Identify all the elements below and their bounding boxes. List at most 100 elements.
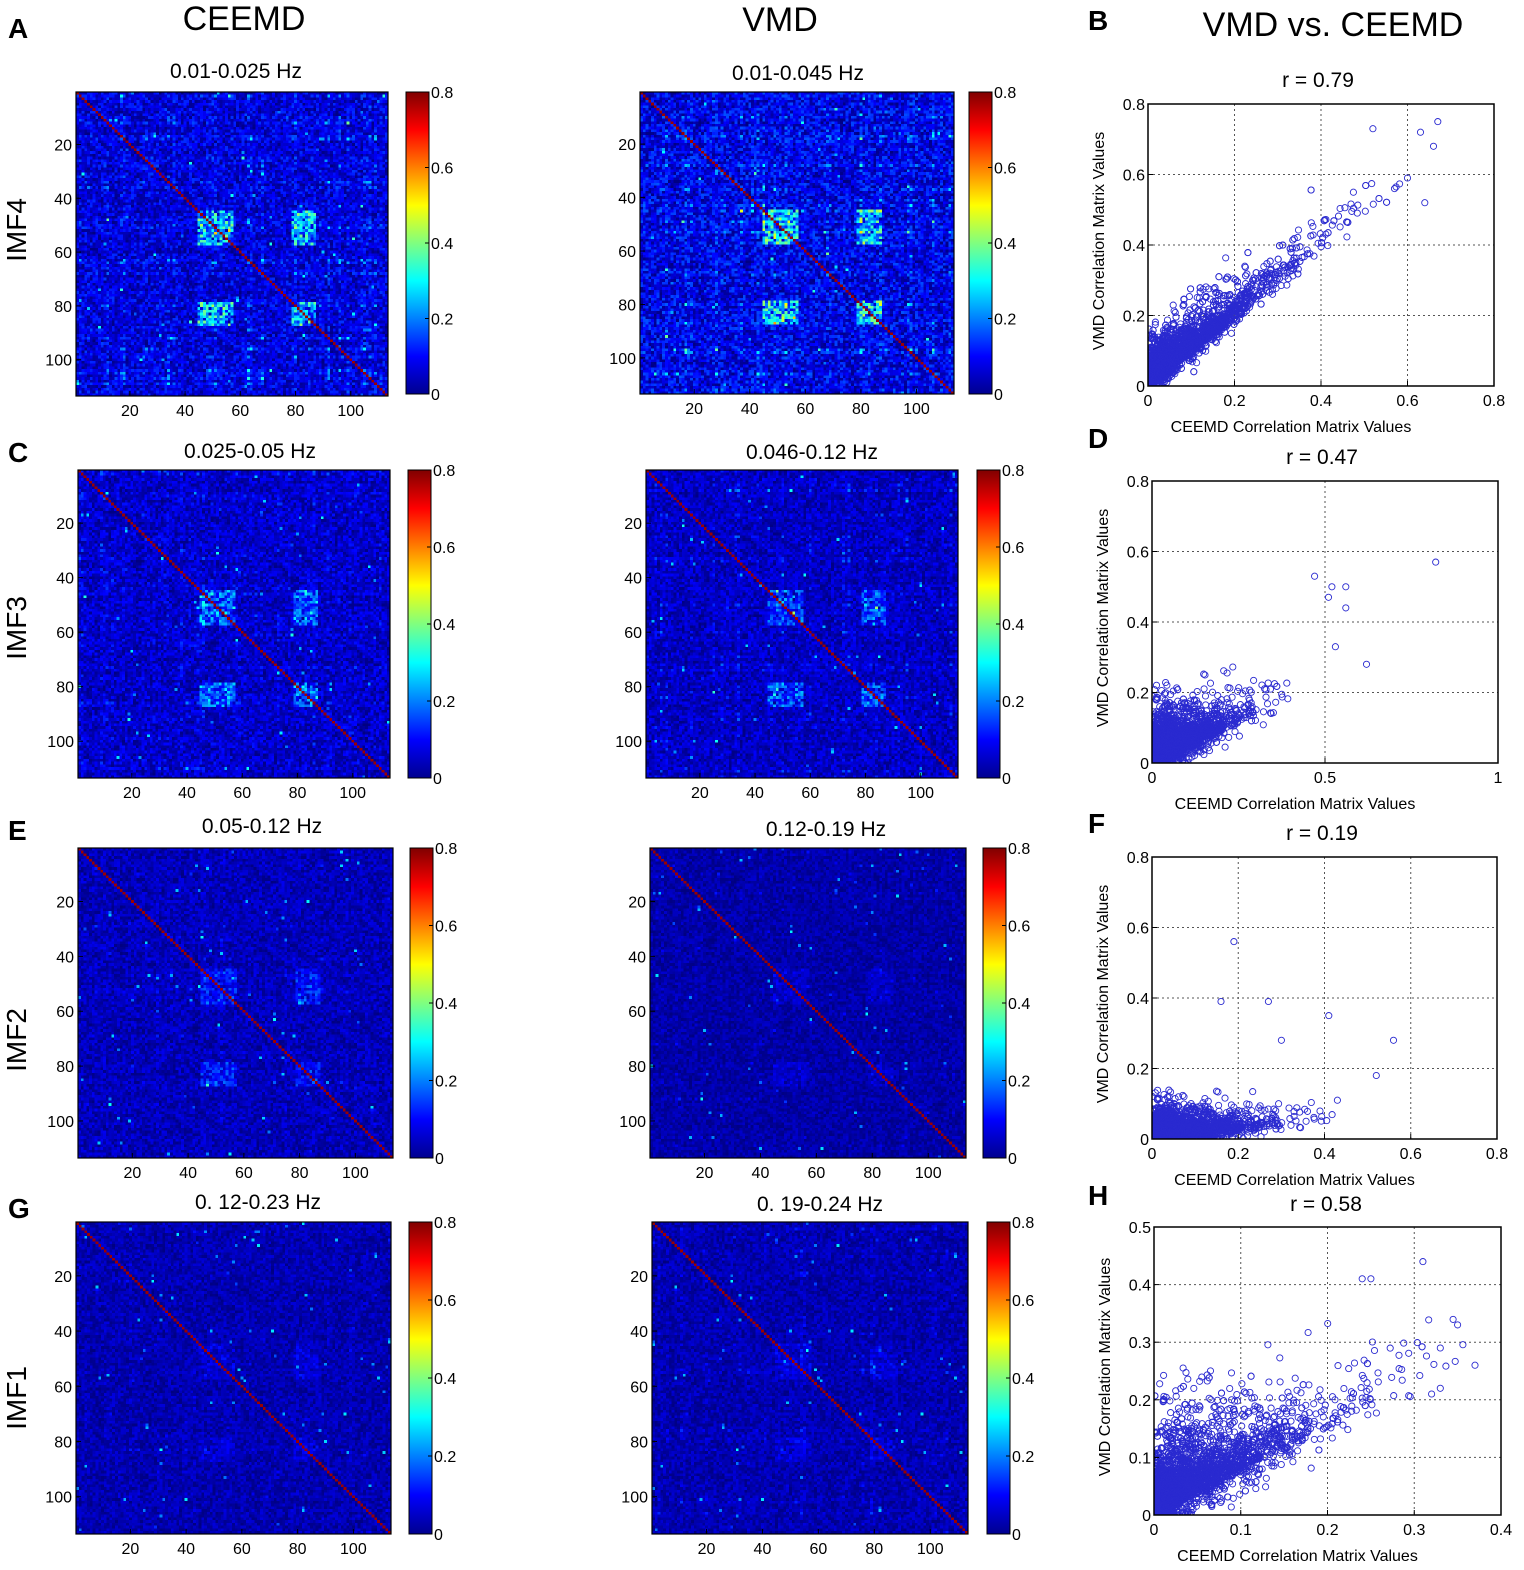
scatter-point <box>1154 337 1163 345</box>
scatter-point <box>1294 226 1303 234</box>
scatter-point <box>1247 294 1255 302</box>
title-ceemd-imf3: 0.025-0.05 Hz <box>184 440 316 463</box>
scatter-point <box>1226 290 1234 299</box>
y-tick-label: 80 <box>624 680 642 697</box>
panel-label-d: D <box>1088 423 1108 454</box>
scatter-point <box>1182 313 1191 321</box>
scatter-point <box>1277 281 1285 290</box>
scatter-point <box>1152 361 1160 369</box>
scatter-point <box>1182 318 1190 326</box>
scatter-point <box>1375 194 1383 203</box>
scatter-point <box>1310 252 1318 260</box>
y-tick-label: 20 <box>56 516 74 533</box>
scatter-point <box>1330 217 1338 225</box>
scatter-point <box>1272 284 1280 292</box>
scatter-point <box>1211 284 1219 292</box>
scatter-point <box>1200 670 1208 678</box>
x-tick-label: 60 <box>233 785 251 802</box>
heatmap-frame <box>75 91 389 397</box>
header-comparison: VMD vs. CEEMD <box>1203 6 1464 44</box>
scatter-point <box>1214 297 1222 305</box>
colorbar-tick-label: 0 <box>1002 771 1011 788</box>
scatter-point <box>1226 684 1234 692</box>
y-tick-label: 0 <box>1136 379 1145 396</box>
scatter-point <box>1281 263 1289 271</box>
scatter-point <box>1267 709 1275 718</box>
x-tick-label: 20 <box>123 785 141 802</box>
scatter-point <box>1296 243 1304 251</box>
scatter-point <box>1224 315 1232 323</box>
scatter-point <box>1148 338 1153 346</box>
scatter-point <box>1185 292 1193 301</box>
scatter-point <box>1283 281 1291 289</box>
scatter-point <box>1186 339 1195 347</box>
scatter-point <box>1224 299 1232 307</box>
scatter-point <box>1149 326 1157 334</box>
x-tick-label: 60 <box>231 403 249 420</box>
scatter-point <box>1429 142 1438 150</box>
scatter-point <box>1198 337 1206 345</box>
scatter-point <box>1163 327 1171 336</box>
scatter-point <box>1148 359 1153 367</box>
scatter-point <box>1349 204 1358 212</box>
scatter-point <box>1161 346 1169 354</box>
scatter-point <box>1306 250 1314 258</box>
x-tick-label: 80 <box>852 401 870 418</box>
scatter-point <box>1252 295 1260 303</box>
scatter-point <box>1182 326 1190 334</box>
scatter-point <box>1221 743 1229 751</box>
scatter-point <box>1161 334 1169 342</box>
y-tick-label: 0.8 <box>1123 97 1145 114</box>
scatter-point <box>1153 348 1161 356</box>
scatter-point <box>1196 288 1204 296</box>
scatter-point <box>1369 125 1377 133</box>
scatter-point <box>1206 679 1215 687</box>
scatter-point <box>1319 234 1327 242</box>
x-tick-label: 60 <box>801 785 819 802</box>
scatter-point <box>1244 249 1252 257</box>
y-tick-label: 80 <box>618 297 636 314</box>
scatter-point <box>1257 300 1265 308</box>
scatter-point <box>1240 289 1248 297</box>
scatter-point <box>1209 323 1217 331</box>
scatter-point <box>1341 204 1349 212</box>
scatter-point <box>1193 687 1201 696</box>
x-tick-label: 80 <box>857 785 875 802</box>
scatter-point <box>1267 266 1275 274</box>
scatter-point <box>1217 326 1226 334</box>
scatter-point <box>1390 185 1399 193</box>
title-scatter-imf1: r = 0.58 <box>1290 1193 1362 1216</box>
scatter-point <box>1206 314 1215 322</box>
scatter-point <box>1396 180 1404 188</box>
scatter-point <box>1416 128 1425 136</box>
scatter-point <box>1235 310 1243 318</box>
scatter-point <box>1173 335 1181 343</box>
scatter-point <box>1226 305 1234 314</box>
y-tick-label: 100 <box>47 734 74 751</box>
scatter-point <box>1328 221 1336 229</box>
scatter-point <box>1235 732 1243 740</box>
scatter-point <box>1235 684 1243 692</box>
title-vmd-imf2: 0.12-0.19 Hz <box>766 818 886 841</box>
scatter-point <box>1344 218 1352 226</box>
row-label-imf3: IMF3 <box>1 596 32 660</box>
colorbar-tick-label: 0 <box>433 771 442 788</box>
scatter-point <box>1205 305 1213 313</box>
scatter-point <box>1233 278 1242 286</box>
x-tick-label: 100 <box>907 785 934 802</box>
title-scatter-imf2: r = 0.19 <box>1286 822 1358 845</box>
scatter-point <box>1225 317 1233 325</box>
x-tick-label: 40 <box>741 401 759 418</box>
y-tick-label: 20 <box>54 137 72 154</box>
scatter-point <box>1160 357 1168 365</box>
scatter-point <box>1186 341 1195 349</box>
scatter-point <box>1349 188 1357 196</box>
scatter-point <box>1421 199 1429 207</box>
scatter-point <box>1161 353 1169 361</box>
scatter-point <box>1225 319 1233 327</box>
title-ceemd-imf1: 0. 12-0.23 Hz <box>195 1191 321 1214</box>
x-tick-label: 100 <box>903 401 930 418</box>
